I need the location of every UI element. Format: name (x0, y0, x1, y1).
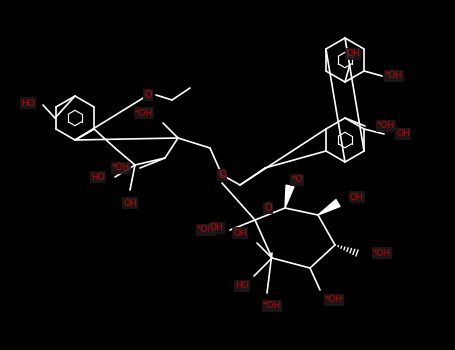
Text: O: O (144, 90, 152, 100)
Text: OH: OH (123, 198, 137, 208)
Polygon shape (318, 199, 340, 215)
Text: *OH: *OH (112, 163, 130, 173)
Text: *OH: *OH (263, 301, 281, 310)
Text: HO: HO (91, 173, 105, 182)
Polygon shape (285, 185, 294, 208)
Text: *OH: *OH (197, 225, 215, 234)
Text: *OH: *OH (135, 108, 153, 118)
Text: OH: OH (210, 224, 224, 232)
Text: *OH: *OH (377, 121, 395, 131)
Text: *O: *O (291, 175, 303, 184)
Text: HO: HO (235, 281, 249, 290)
Text: OH: OH (350, 193, 364, 202)
Text: *OH: *OH (373, 248, 391, 258)
Text: O: O (218, 170, 226, 180)
Text: OH: OH (396, 130, 410, 139)
Text: O: O (144, 90, 152, 100)
Text: *OH: *OH (385, 71, 403, 80)
Text: OH: OH (233, 229, 247, 238)
Text: OH: OH (346, 49, 360, 58)
Text: HO: HO (21, 98, 35, 107)
Text: O: O (264, 203, 272, 213)
Text: *OH: *OH (325, 295, 343, 304)
